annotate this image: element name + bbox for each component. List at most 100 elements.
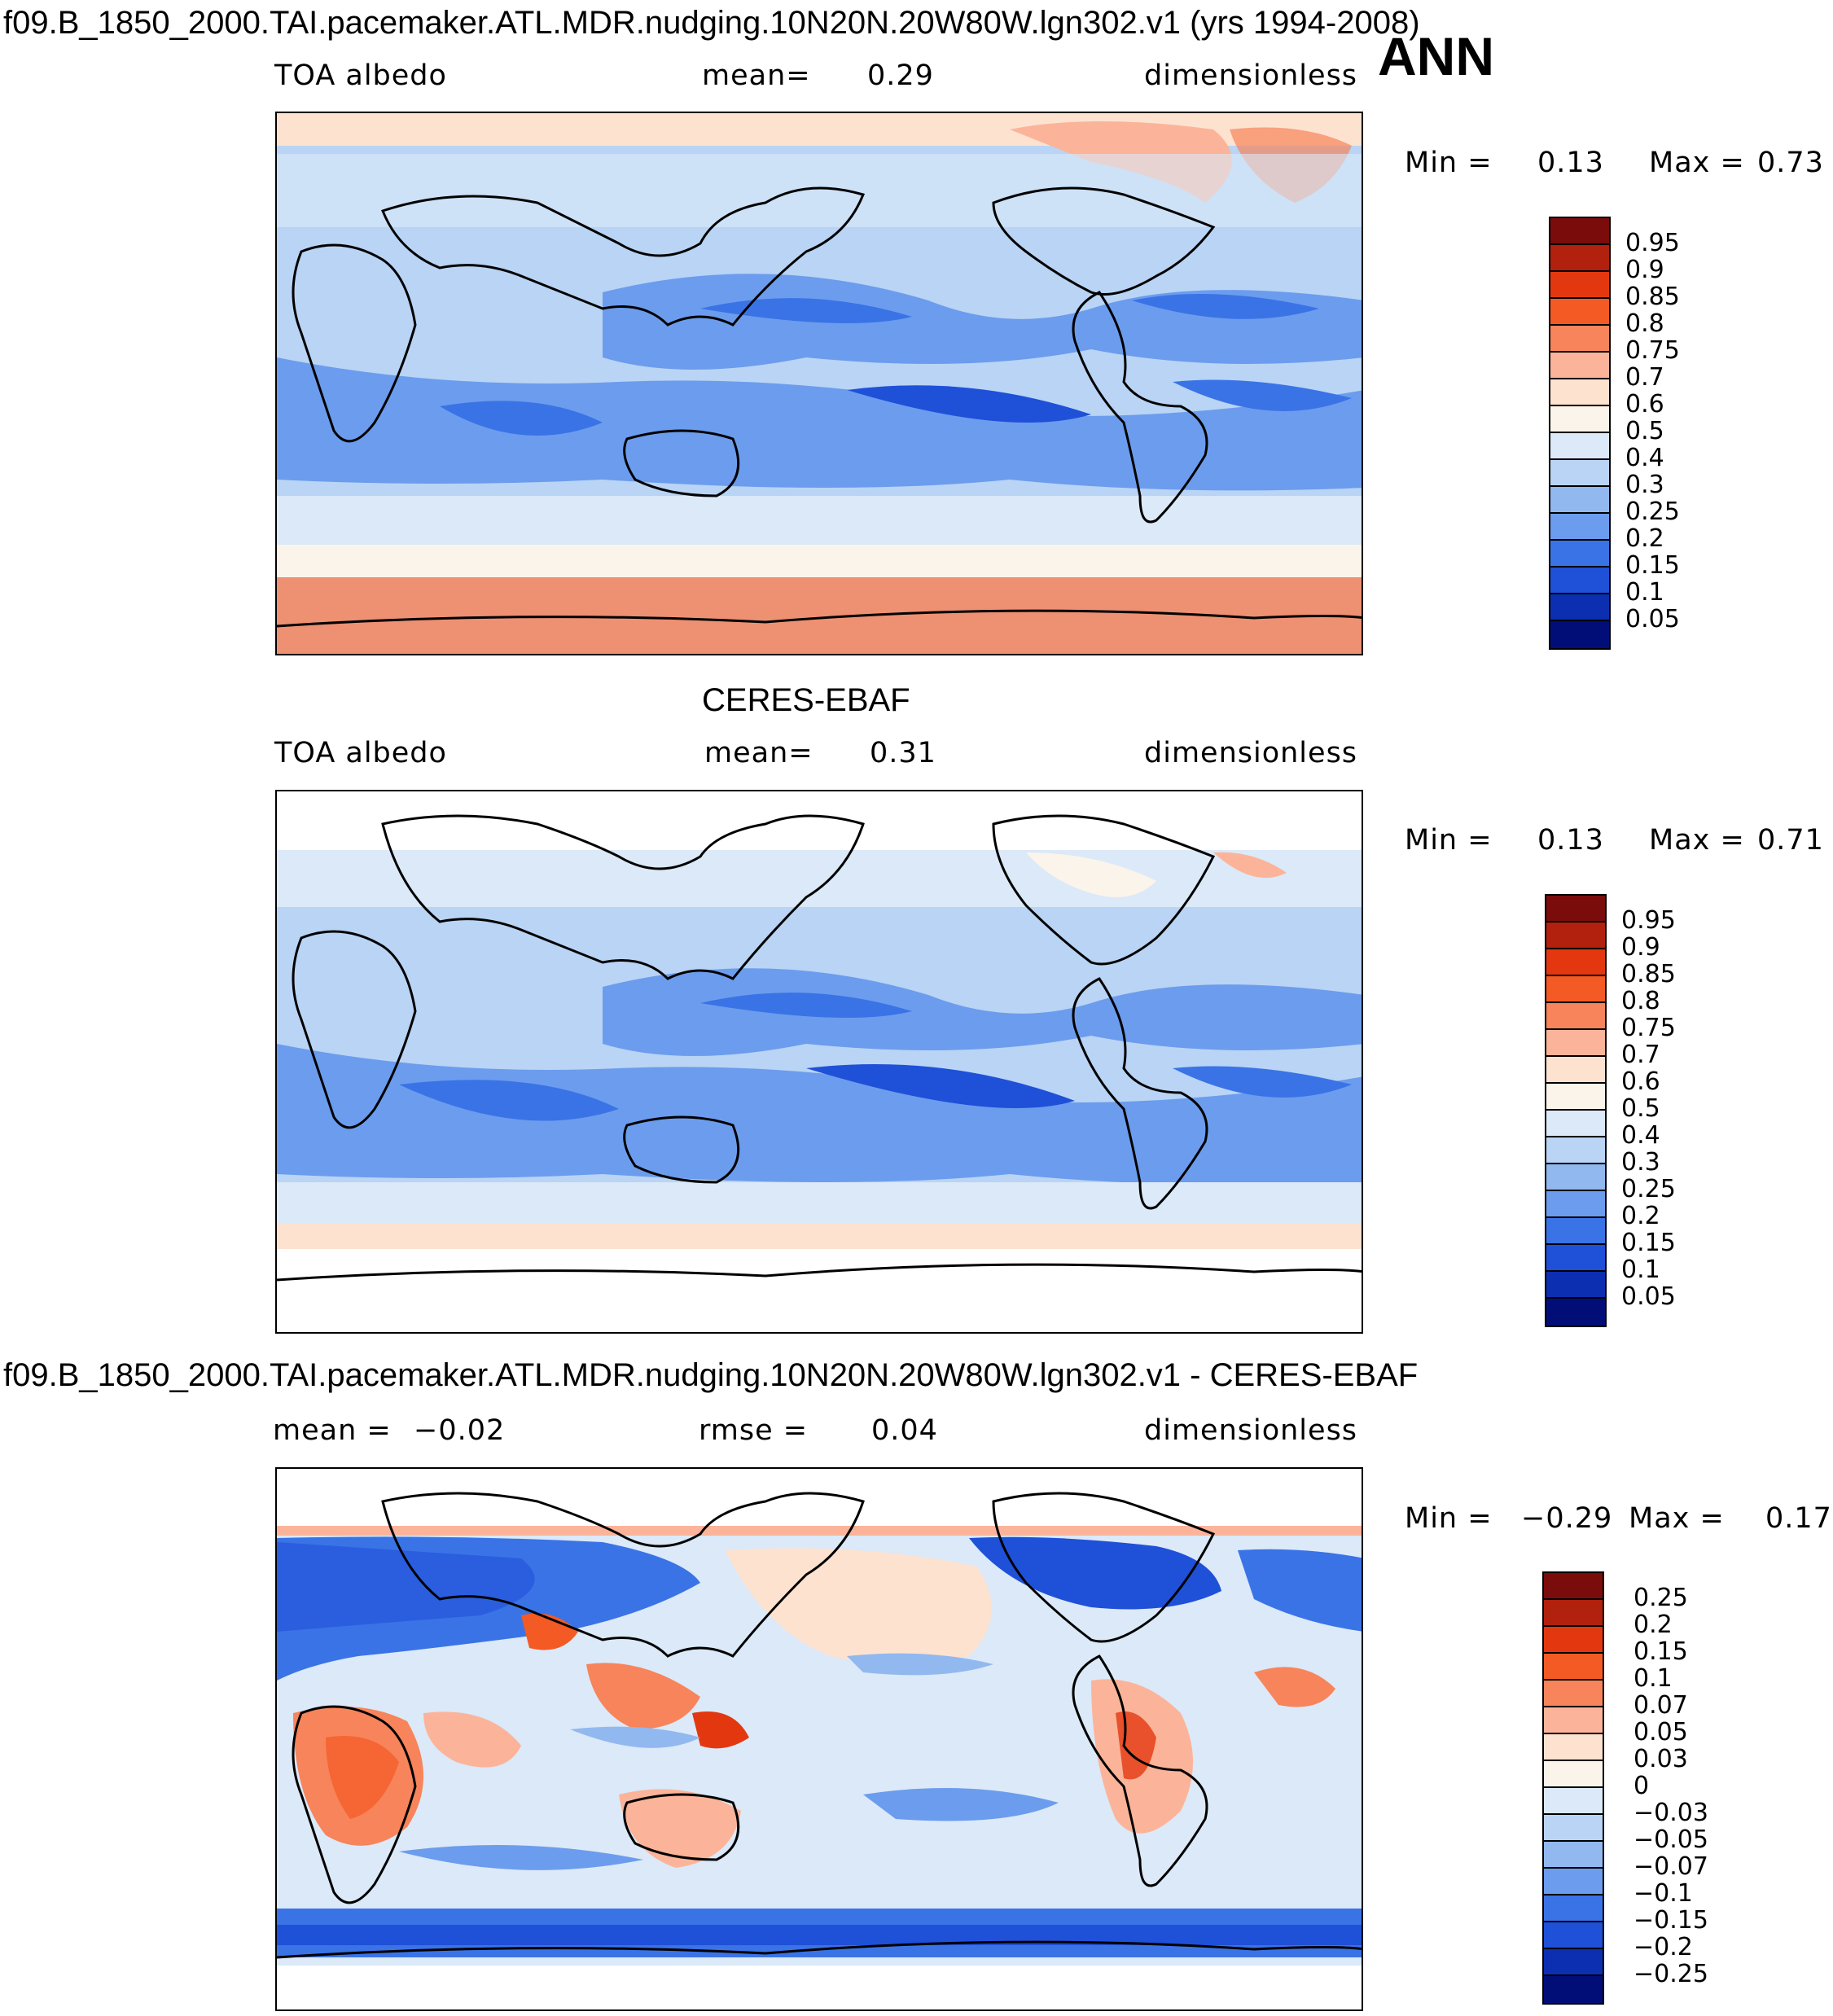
panel2-colorbar-labels: 0.95 0.9 0.85 0.8 0.75 0.7 0.6 0.5 0.4 0.3 0.25 0.2… — [1621, 907, 1676, 1310]
colorbar-swatch — [1550, 594, 1609, 621]
panel3-colorbar — [1542, 1571, 1604, 2005]
colorbar-swatch — [1550, 406, 1609, 433]
panel1-min-label: Min = — [1405, 147, 1493, 179]
colorbar-tick-label: 0.95 — [1625, 229, 1680, 257]
colorbar-tick-label: −0.15 — [1633, 1906, 1708, 1935]
colorbar-swatch — [1546, 949, 1605, 976]
colorbar-swatch — [1550, 460, 1609, 487]
panel3-max-value: 0.17 — [1765, 1502, 1832, 1535]
colorbar-swatch — [1544, 1654, 1603, 1681]
colorbar-tick-label: −0.1 — [1633, 1879, 1693, 1908]
colorbar-swatch — [1544, 1922, 1603, 1949]
panel2-max-value: 0.71 — [1757, 824, 1824, 857]
colorbar-tick-label: 0.2 — [1621, 1202, 1660, 1230]
colorbar-tick-label: 0.03 — [1633, 1745, 1688, 1773]
panel3-units: dimensionless — [1144, 1414, 1358, 1447]
panel3-max-label: Max = — [1629, 1502, 1725, 1535]
colorbar-swatch — [1546, 923, 1605, 949]
colorbar-swatch — [1544, 1842, 1603, 1869]
colorbar-swatch — [1544, 1895, 1603, 1922]
season-label: ANN — [1378, 26, 1494, 86]
colorbar-tick-label: −0.05 — [1633, 1825, 1708, 1854]
colorbar-tick-label: 0.2 — [1633, 1611, 1673, 1639]
colorbar-swatch — [1546, 1218, 1605, 1245]
colorbar-swatch — [1546, 1164, 1605, 1191]
colorbar-swatch — [1544, 1788, 1603, 1815]
colorbar-swatch — [1550, 326, 1609, 353]
panel1-contour-field — [277, 113, 1362, 654]
colorbar-swatch — [1544, 1761, 1603, 1788]
colorbar-tick-label: 0.1 — [1621, 1256, 1660, 1284]
colorbar-swatch — [1546, 1111, 1605, 1137]
panel3-min-label: Min = — [1405, 1502, 1493, 1535]
colorbar-swatch — [1544, 1949, 1603, 1976]
colorbar-tick-label: 0.6 — [1621, 1067, 1660, 1096]
colorbar-swatch — [1544, 1573, 1603, 1600]
colorbar-swatch — [1544, 1976, 1603, 2003]
colorbar-swatch — [1544, 1815, 1603, 1842]
panel2-variable: TOA albedo — [274, 737, 447, 769]
panel1-mean-value: 0.29 — [867, 59, 934, 92]
panel2-map — [275, 790, 1363, 1334]
colorbar-swatch — [1546, 1030, 1605, 1057]
colorbar-swatch — [1550, 353, 1609, 379]
panel2-title: CERES-EBAF — [702, 682, 910, 718]
colorbar-swatch — [1544, 1734, 1603, 1761]
panel1-min-value: 0.13 — [1537, 147, 1604, 179]
colorbar-swatch — [1550, 621, 1609, 648]
colorbar-swatch — [1546, 1057, 1605, 1084]
panel2-units: dimensionless — [1144, 737, 1358, 769]
colorbar-swatch — [1546, 1003, 1605, 1030]
colorbar-tick-label: 0.5 — [1621, 1094, 1660, 1123]
colorbar-swatch — [1546, 1137, 1605, 1164]
colorbar-tick-label: 0.8 — [1621, 987, 1660, 1015]
panel3-rmse-label: rmse = — [699, 1414, 809, 1447]
panel3-rmse-value: 0.04 — [871, 1414, 938, 1447]
panel1-mean-label: mean= — [702, 59, 811, 92]
colorbar-tick-label: 0.05 — [1621, 1282, 1676, 1311]
colorbar-tick-label: 0.15 — [1621, 1229, 1676, 1257]
colorbar-swatch — [1546, 1245, 1605, 1272]
colorbar-tick-label: 0.9 — [1621, 933, 1660, 962]
colorbar-swatch — [1544, 1681, 1603, 1707]
colorbar-tick-label: 0.95 — [1621, 906, 1676, 935]
panel3-mean-label: mean = — [273, 1414, 392, 1447]
colorbar-swatch — [1546, 1299, 1605, 1326]
panel1-colorbar-labels: 0.95 0.9 0.85 0.8 0.75 0.7 0.6 0.5 0.4 0.3 0.25 0.2… — [1625, 230, 1680, 633]
colorbar-tick-label: 0.15 — [1633, 1637, 1688, 1666]
panel2-min-label: Min = — [1405, 824, 1493, 857]
colorbar-tick-label: 0.2 — [1625, 524, 1664, 553]
panel3-min-value: −0.29 — [1521, 1502, 1613, 1535]
panel1-max-label: Max = — [1649, 147, 1745, 179]
panel1-max-value: 0.73 — [1757, 147, 1824, 179]
colorbar-swatch — [1546, 976, 1605, 1003]
colorbar-swatch — [1550, 487, 1609, 514]
colorbar-swatch — [1550, 299, 1609, 326]
panel2-contour-field — [277, 814, 1362, 1282]
colorbar-tick-label: 0.7 — [1625, 363, 1664, 392]
colorbar-tick-label: 0.5 — [1625, 417, 1664, 445]
colorbar-tick-label: 0.9 — [1625, 256, 1664, 284]
panel3-contour-field — [277, 1492, 1362, 1966]
panel2-max-label: Max = — [1649, 824, 1745, 857]
colorbar-tick-label: 0.85 — [1621, 960, 1676, 988]
colorbar-tick-label: −0.03 — [1633, 1799, 1708, 1827]
colorbar-swatch — [1550, 379, 1609, 406]
colorbar-tick-label: −0.25 — [1633, 1960, 1708, 1988]
colorbar-tick-label: 0.1 — [1625, 578, 1664, 607]
colorbar-tick-label: −0.07 — [1633, 1852, 1708, 1881]
panel3-mean-value: −0.02 — [414, 1414, 506, 1447]
colorbar-swatch — [1544, 1600, 1603, 1627]
panel2-mean-label: mean= — [704, 737, 813, 769]
colorbar-tick-label: 0.05 — [1633, 1718, 1688, 1746]
colorbar-swatch — [1546, 1272, 1605, 1299]
panel2-mean-value: 0.31 — [870, 737, 936, 769]
colorbar-swatch — [1546, 1084, 1605, 1111]
colorbar-tick-label: 0 — [1633, 1772, 1650, 1800]
case-title: f09.B_1850_2000.TAI.pacemaker.ATL.MDR.nu… — [3, 5, 1420, 41]
colorbar-tick-label: 0.25 — [1633, 1584, 1688, 1612]
colorbar-tick-label: 0.07 — [1633, 1691, 1688, 1720]
colorbar-swatch — [1546, 1191, 1605, 1218]
colorbar-tick-label: 0.6 — [1625, 390, 1664, 419]
colorbar-swatch — [1550, 245, 1609, 272]
